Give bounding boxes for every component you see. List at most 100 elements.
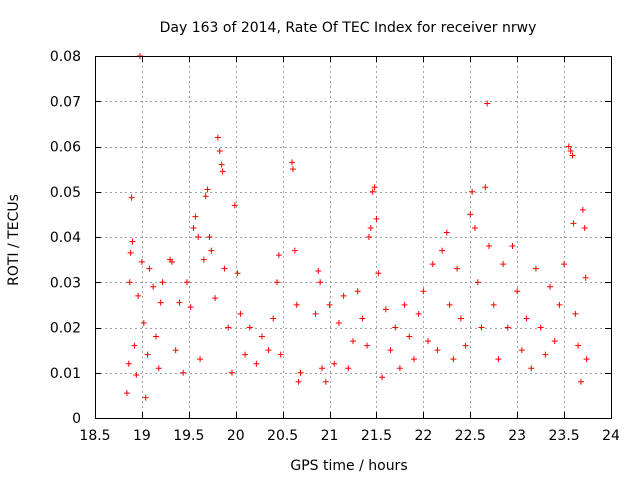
y-axis-label: ROTI / TECUs (6, 194, 22, 286)
data-point (219, 168, 226, 175)
data-point (265, 347, 272, 354)
data-point (258, 333, 265, 340)
y-tick-label: 0.08 (50, 49, 81, 65)
data-point (504, 324, 511, 331)
data-point (575, 342, 582, 349)
data-point (275, 252, 282, 259)
data-point (379, 374, 386, 381)
data-point (382, 306, 389, 313)
data-point (429, 261, 436, 268)
data-point (138, 258, 145, 265)
data-point (547, 283, 554, 290)
data-point (375, 270, 382, 277)
data-point (373, 215, 380, 222)
data-point (322, 378, 329, 385)
data-point (140, 319, 147, 326)
x-tick-label: 23.5 (549, 428, 580, 444)
data-point (454, 265, 461, 272)
data-point (410, 356, 417, 363)
data-point (345, 365, 352, 372)
data-point (277, 351, 284, 358)
data-point (425, 338, 432, 345)
grid (95, 56, 611, 418)
data-point (446, 301, 453, 308)
data-point (128, 194, 135, 201)
data-point (581, 224, 588, 231)
data-point (537, 324, 544, 331)
x-tick-label: 22.5 (455, 428, 486, 444)
data-point (367, 224, 374, 231)
data-point (133, 372, 140, 379)
data-point (293, 301, 300, 308)
y-tick-label: 0.05 (50, 185, 81, 201)
data-point (478, 324, 485, 331)
data-point (192, 213, 199, 220)
data-point (142, 394, 149, 401)
data-point (365, 234, 372, 240)
data-point (582, 274, 589, 281)
data-point (371, 184, 378, 191)
data-point (565, 143, 572, 150)
y-tick-label: 0.07 (50, 94, 81, 110)
data-point (221, 265, 228, 272)
data-point (457, 315, 464, 322)
data-point (319, 365, 326, 372)
data-points (123, 53, 590, 401)
data-point (443, 229, 450, 236)
x-tick-label: 24 (602, 428, 620, 444)
data-point (577, 378, 584, 385)
data-point (172, 347, 179, 354)
data-point (144, 351, 151, 358)
data-point (228, 369, 235, 376)
data-point (317, 279, 324, 286)
data-point (242, 351, 249, 358)
data-point (420, 288, 427, 295)
data-point (146, 265, 153, 272)
data-point (253, 360, 260, 367)
data-point (484, 100, 491, 107)
data-point (542, 351, 549, 358)
x-tick-label: 19 (133, 428, 151, 444)
data-point (406, 333, 413, 340)
data-point (216, 148, 223, 155)
x-tick-label: 20 (227, 428, 245, 444)
data-point (195, 234, 202, 240)
data-point (500, 261, 507, 268)
data-point (509, 243, 516, 250)
x-axis-label: GPS time / hours (290, 458, 407, 474)
data-point (401, 301, 408, 308)
y-tick-label: 0.02 (50, 321, 81, 337)
data-point (246, 324, 253, 331)
data-point (237, 310, 244, 317)
x-tick-label: 22 (414, 428, 432, 444)
data-point (490, 301, 497, 308)
data-point (200, 256, 207, 263)
data-point (312, 310, 319, 317)
x-tick-label: 20.5 (267, 428, 298, 444)
data-point (551, 338, 558, 345)
x-tick-labels: 18.5 19 19.5 20 20.5 21 21.5 22 22.5 23 23.5 24 (79, 428, 620, 444)
data-point (270, 315, 277, 322)
data-point (387, 347, 394, 354)
data-point (354, 288, 361, 295)
data-point (208, 247, 215, 254)
data-point (152, 333, 159, 340)
data-point (434, 347, 441, 354)
data-point (129, 238, 136, 245)
x-tick-label: 21.5 (361, 428, 392, 444)
data-point (126, 279, 133, 286)
data-point (350, 338, 356, 345)
y-tick-label: 0.06 (50, 140, 81, 156)
data-point (291, 247, 298, 254)
data-point (523, 315, 530, 322)
data-point (335, 319, 342, 326)
data-point (183, 279, 190, 286)
y-tick-label: 0.03 (50, 275, 81, 291)
plot-frame (95, 56, 612, 419)
data-point (532, 265, 539, 272)
axis-ticks (95, 56, 612, 419)
data-point (231, 202, 238, 209)
data-point (415, 310, 422, 317)
data-point (359, 315, 366, 322)
